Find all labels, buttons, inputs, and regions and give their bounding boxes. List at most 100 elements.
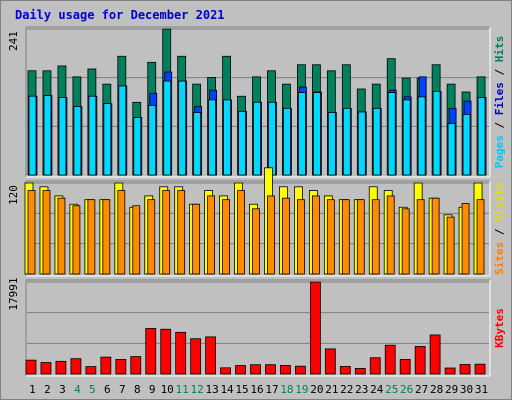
bar-sites-day-17: [267, 195, 275, 275]
bar-pages-day-5: [88, 95, 97, 176]
x-tick-label: 25: [385, 383, 398, 396]
bar-kbytes-day-28: [429, 334, 441, 375]
legend-item-files: Files: [493, 82, 506, 115]
bar-sites-day-12: [192, 203, 201, 275]
x-tick-label: 27: [415, 383, 428, 396]
bar-pages-day-9: [148, 104, 157, 176]
bar-sites-day-8: [132, 205, 141, 275]
x-tick-label: 22: [340, 383, 353, 396]
x-tick-label: 19: [295, 383, 308, 396]
bar-sites-day-3: [57, 197, 66, 275]
x-tick-label: 3: [59, 383, 66, 396]
bar-kbytes-day-7: [115, 359, 127, 375]
bar-sites-day-1: [27, 190, 36, 275]
y-max-label: 120: [7, 185, 20, 205]
bar-sites-day-4: [72, 205, 81, 275]
x-tick-label: 20: [310, 383, 323, 396]
bar-kbytes-day-12: [190, 338, 202, 375]
bar-sites-day-24: [371, 199, 380, 275]
bar-pages-day-7: [118, 85, 127, 176]
bar-kbytes-day-10: [160, 328, 172, 375]
x-axis-labels: 1 2 3 4 5 6 7 8 9 10 11 12 13 14 15 16 17 18 19 20 21 22 23 24 2…: [29, 383, 488, 396]
bar-sites-day-15: [237, 190, 245, 275]
bar-pages-day-29: [447, 123, 456, 176]
bar-sites-day-21: [326, 199, 335, 275]
bar-pages-day-10: [163, 80, 172, 176]
bar-sites-day-14: [222, 199, 230, 275]
y-max-label: 17991: [7, 277, 20, 310]
legend-item-hits: Hits: [493, 36, 506, 63]
bar-sites-day-26: [401, 208, 410, 275]
bar-pages-day-17: [268, 101, 276, 176]
bar-pages-day-15: [238, 110, 246, 176]
bar-pages-day-14: [223, 99, 231, 176]
legend-separator: /: [493, 115, 506, 135]
bar-sites-day-25: [386, 195, 395, 275]
bar-pages-day-8: [133, 117, 142, 176]
x-tick-label: 1: [29, 383, 36, 396]
bar-kbytes-day-20: [309, 281, 321, 375]
bar-sites-day-16: [252, 208, 260, 275]
x-tick-label: 18: [280, 383, 293, 396]
bar-pages-day-22: [342, 107, 351, 176]
bar-pages-day-1: [28, 95, 37, 176]
bar-kbytes-day-8: [130, 356, 142, 375]
chart-title: Daily usage for December 2021: [15, 8, 225, 22]
y-max-label: 241: [7, 31, 20, 51]
bar-pages-day-30: [462, 114, 471, 176]
x-tick-label: 9: [149, 383, 156, 396]
legend-label: Sites / Visits: [493, 182, 506, 275]
x-tick-label: 17: [265, 383, 278, 396]
x-tick-label: 31: [475, 383, 488, 396]
bar-kbytes-day-22: [339, 366, 351, 375]
bar-sites-day-30: [461, 203, 470, 275]
bar-pages-day-12: [193, 112, 202, 176]
series-kbytes: [25, 281, 486, 375]
bar-pages-day-25: [387, 92, 396, 176]
bar-sites-day-9: [147, 199, 156, 275]
bar-pages-day-24: [372, 107, 381, 176]
bar-kbytes-day-29: [444, 367, 456, 375]
x-tick-label: 16: [250, 383, 263, 396]
bar-pages-day-27: [417, 96, 426, 176]
bar-kbytes-day-23: [354, 367, 366, 375]
x-tick-label: 26: [400, 383, 413, 396]
bar-kbytes-day-11: [175, 331, 187, 375]
legend-item-pages: Pages: [493, 135, 506, 168]
legend-item-sites: Sites: [493, 242, 506, 275]
x-tick-label: 5: [89, 383, 96, 396]
bar-kbytes-day-9: [145, 328, 157, 375]
bar-sites-day-18: [282, 197, 290, 275]
bar-pages-day-31: [477, 97, 486, 176]
series-pages: [28, 80, 486, 176]
bar-pages-day-26: [402, 99, 411, 176]
panel-hits: 241 Pages / Files / Hits: [7, 26, 506, 178]
bar-pages-day-11: [178, 80, 187, 176]
bar-kbytes-day-30: [459, 364, 471, 375]
bar-kbytes-day-18: [280, 365, 291, 375]
bar-pages-day-2: [43, 95, 52, 176]
legend-label: KBytes: [493, 308, 506, 348]
x-tick-label: 24: [370, 383, 384, 396]
bar-sites-day-27: [416, 199, 425, 275]
bar-kbytes-day-1: [25, 359, 37, 375]
bar-sites-day-2: [42, 190, 51, 275]
bar-kbytes-day-2: [40, 362, 52, 375]
bar-kbytes-day-31: [474, 363, 486, 375]
bar-sites-day-7: [117, 190, 126, 275]
bar-kbytes-day-3: [55, 360, 67, 375]
bar-sites-day-29: [446, 216, 455, 275]
panel-visits: 120 Sites / Visits: [7, 167, 506, 277]
bar-kbytes-day-19: [295, 365, 306, 375]
bar-pages-day-21: [327, 112, 336, 176]
panel-kbytes: 17991 KBytes: [7, 277, 506, 377]
x-tick-label: 14: [220, 383, 234, 396]
x-tick-label: 13: [205, 383, 218, 396]
bar-sites-day-22: [341, 199, 350, 275]
x-tick-label: 2: [44, 383, 51, 396]
bar-pages-day-19: [298, 92, 306, 176]
bar-kbytes-day-16: [250, 364, 261, 375]
bar-kbytes-day-4: [70, 358, 82, 375]
x-tick-label: 28: [430, 383, 443, 396]
